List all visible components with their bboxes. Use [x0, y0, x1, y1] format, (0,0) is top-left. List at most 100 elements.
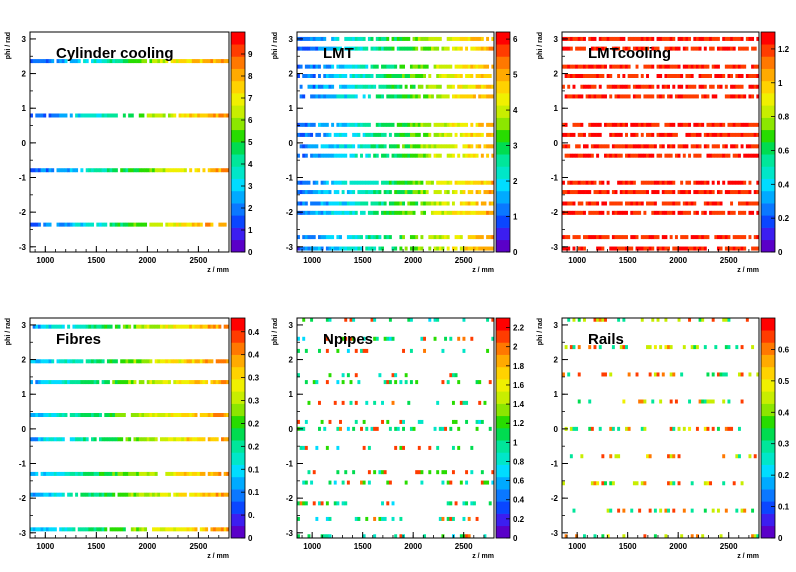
- heatmap-cell: [719, 153, 723, 158]
- heatmap-cell: [593, 46, 597, 51]
- heatmap-cell: [646, 235, 649, 240]
- heatmap-cell: [199, 437, 203, 442]
- heatmap-cell: [315, 380, 319, 385]
- heatmap-cell: [475, 144, 479, 149]
- heatmap-cell: [344, 94, 348, 99]
- heatmap-cell: [735, 144, 739, 149]
- color-bar-segment: [231, 142, 245, 155]
- heatmap-cell: [740, 210, 744, 215]
- heatmap-cell: [444, 74, 448, 78]
- heatmap-cell: [737, 153, 741, 158]
- heatmap-cell: [307, 64, 311, 69]
- heatmap-cell: [323, 210, 327, 215]
- heatmap-cell: [85, 380, 89, 385]
- heatmap-cell: [88, 380, 92, 385]
- heatmap-cell: [716, 235, 720, 240]
- heatmap-cell: [714, 210, 718, 215]
- heatmap-cell: [386, 336, 390, 341]
- heatmap-cell: [577, 235, 581, 240]
- heatmap-cell: [625, 122, 628, 127]
- heatmap-cell: [449, 153, 453, 158]
- heatmap-cell: [336, 235, 340, 240]
- heatmap-cell: [346, 144, 350, 149]
- heatmap-cell: [753, 84, 757, 89]
- heatmap-cell: [588, 345, 592, 350]
- heatmap-cell: [80, 437, 84, 442]
- heatmap-cell: [478, 36, 482, 41]
- heatmap-cell: [194, 359, 198, 364]
- heatmap-cell: [722, 235, 726, 240]
- heatmap-cell: [226, 471, 230, 476]
- heatmap-cell: [727, 46, 731, 51]
- heatmap-cell: [165, 413, 169, 418]
- heatmap-cell: [724, 94, 728, 99]
- color-bar-segment: [231, 68, 245, 82]
- heatmap-cell: [622, 210, 626, 215]
- heatmap-cell: [423, 94, 427, 99]
- heatmap-cell: [457, 153, 461, 158]
- heatmap-cell: [299, 246, 303, 251]
- heatmap-cell: [632, 210, 636, 215]
- heatmap-cell: [144, 471, 148, 476]
- heatmap-cell: [35, 222, 39, 227]
- heatmap-cell: [378, 122, 382, 127]
- color-bar-segment: [496, 239, 510, 253]
- heatmap-cell: [643, 246, 647, 251]
- heatmap-cell: [339, 235, 342, 240]
- heatmap-cell: [149, 113, 153, 118]
- heatmap-cell: [614, 201, 618, 206]
- heatmap-cell: [381, 246, 384, 251]
- heatmap-cell: [399, 122, 403, 127]
- heatmap-cell: [601, 317, 605, 322]
- heatmap-cell: [436, 84, 440, 89]
- heatmap-cell: [716, 144, 720, 149]
- heatmap-cell: [716, 46, 720, 51]
- heatmap-cell: [732, 122, 736, 127]
- color-bar-segment: [496, 93, 510, 106]
- heatmap-cell: [596, 481, 600, 486]
- heatmap-cell: [344, 246, 348, 251]
- heatmap-cell: [304, 235, 308, 240]
- heatmap-cell: [648, 345, 652, 350]
- heatmap-cell: [635, 153, 639, 158]
- heatmap-cell: [96, 413, 100, 418]
- heatmap-cell: [459, 235, 463, 240]
- heatmap-cell: [64, 59, 68, 64]
- heatmap-cell: [462, 348, 466, 353]
- heatmap-cell: [199, 492, 203, 497]
- heatmap-cell: [454, 46, 458, 51]
- heatmap-cell: [656, 190, 660, 195]
- heatmap-cell: [635, 46, 639, 51]
- heatmap-cell: [727, 64, 731, 69]
- heatmap-cell: [622, 46, 626, 51]
- heatmap-cell: [80, 324, 84, 329]
- heatmap-cell: [730, 46, 734, 51]
- heatmap-cell: [365, 400, 369, 405]
- heatmap-cell: [32, 527, 36, 532]
- color-bar-segment: [761, 428, 775, 441]
- heatmap-cell: [386, 94, 390, 99]
- heatmap-cell: [339, 180, 342, 185]
- heatmap-cell: [352, 426, 356, 431]
- heatmap-cell: [716, 84, 720, 89]
- heatmap-cell: [339, 153, 342, 158]
- heatmap-cell: [117, 471, 121, 476]
- heatmap-cell: [753, 144, 757, 149]
- heatmap-cell: [451, 419, 455, 424]
- heatmap-cell: [122, 324, 126, 329]
- heatmap-cell: [454, 419, 458, 424]
- heatmap-cell: [714, 94, 718, 99]
- heatmap-cell: [465, 534, 469, 539]
- heatmap-cell: [486, 246, 490, 251]
- heatmap-cell: [98, 113, 102, 118]
- heatmap-cell: [688, 84, 692, 89]
- heatmap-cell: [141, 59, 145, 64]
- heatmap-cell: [365, 74, 369, 78]
- heatmap-cell: [614, 36, 618, 41]
- heatmap-cell: [417, 144, 421, 149]
- color-bar-label: 5: [513, 71, 518, 80]
- heatmap-cell: [751, 345, 755, 350]
- heatmap-cell: [740, 372, 744, 377]
- heatmap-cell: [735, 180, 739, 185]
- heatmap-cell: [199, 527, 203, 532]
